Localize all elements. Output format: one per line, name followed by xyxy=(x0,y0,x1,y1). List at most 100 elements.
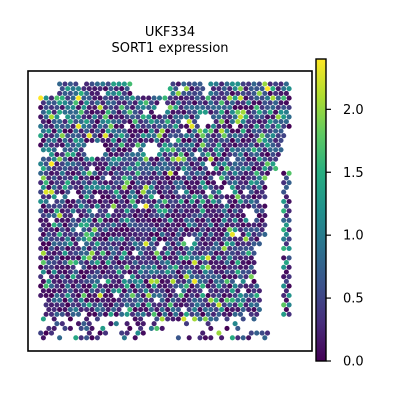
expression-spot xyxy=(256,128,262,134)
expression-spot xyxy=(102,264,109,270)
expression-spot xyxy=(54,264,60,270)
expression-spot xyxy=(202,203,208,209)
expression-spot xyxy=(129,283,136,289)
expression-spot xyxy=(159,156,165,162)
expression-spot xyxy=(237,217,244,223)
expression-spot xyxy=(246,194,252,200)
expression-spot xyxy=(167,236,173,242)
expression-spot xyxy=(237,208,244,214)
expression-spot xyxy=(97,114,103,120)
expression-spot xyxy=(232,142,238,148)
expression-spot xyxy=(281,302,287,308)
expression-spot xyxy=(167,161,173,167)
expression-spot xyxy=(221,217,227,223)
expression-spot xyxy=(94,175,100,181)
expression-spot xyxy=(121,119,127,125)
expression-spot xyxy=(278,128,284,134)
expression-spot xyxy=(135,321,141,327)
expression-spot xyxy=(51,137,57,143)
expression-spot xyxy=(248,114,254,120)
expression-spot xyxy=(178,255,184,261)
expression-spot xyxy=(189,198,195,205)
expression-spot xyxy=(73,288,79,294)
expression-spot xyxy=(162,302,168,308)
expression-spot xyxy=(113,189,119,195)
expression-spot xyxy=(186,307,192,313)
expression-spot xyxy=(40,175,46,181)
expression-spot xyxy=(51,241,57,247)
expression-spot xyxy=(67,81,73,87)
expression-spot xyxy=(216,86,222,92)
expression-spot xyxy=(162,189,168,195)
expression-spot xyxy=(197,100,203,106)
expression-spot xyxy=(94,109,100,115)
expression-spot xyxy=(140,264,146,270)
expression-spot xyxy=(208,231,214,237)
expression-spot xyxy=(183,255,190,261)
expression-spot xyxy=(111,269,117,275)
expression-spot xyxy=(243,133,249,139)
expression-spot xyxy=(159,260,165,266)
expression-spot xyxy=(194,227,200,233)
expression-spot xyxy=(51,260,57,266)
expression-spot xyxy=(208,335,214,341)
expression-spot xyxy=(86,283,92,289)
expression-spot xyxy=(200,133,206,139)
expression-spot xyxy=(86,161,92,167)
expression-spot xyxy=(108,198,114,205)
expression-spot xyxy=(81,133,87,139)
expression-spot xyxy=(210,198,217,205)
expression-spot xyxy=(227,198,233,205)
expression-spot xyxy=(127,278,133,284)
expression-spot xyxy=(229,175,235,181)
expression-spot xyxy=(248,133,254,139)
expression-spot xyxy=(248,283,254,289)
expression-spot xyxy=(70,95,76,101)
expression-spot xyxy=(48,151,55,158)
expression-spot xyxy=(81,170,87,176)
expression-spot xyxy=(181,175,187,181)
expression-spot xyxy=(154,203,160,209)
expression-spot xyxy=(197,260,203,266)
expression-spot xyxy=(175,307,181,313)
expression-spot xyxy=(78,100,84,106)
expression-spot xyxy=(162,123,168,129)
expression-spot xyxy=(246,335,252,341)
expression-spot xyxy=(148,297,154,303)
expression-spot xyxy=(67,147,73,153)
expression-spot xyxy=(89,269,95,275)
expression-spot xyxy=(251,100,257,106)
expression-spot xyxy=(62,166,68,172)
expression-spot xyxy=(181,213,187,219)
expression-spot xyxy=(197,137,203,143)
expression-spot xyxy=(270,161,276,167)
expression-spot xyxy=(92,245,98,252)
expression-spot xyxy=(262,194,268,200)
expression-spot xyxy=(62,325,68,331)
expression-spot xyxy=(167,114,173,120)
expression-spot xyxy=(127,194,133,200)
expression-spot xyxy=(43,330,49,336)
expression-spot xyxy=(111,222,117,228)
expression-spot xyxy=(202,156,208,162)
expression-spot xyxy=(286,217,292,223)
expression-spot xyxy=(229,194,235,200)
expression-spot xyxy=(240,222,246,228)
expression-spot xyxy=(183,321,190,327)
expression-spot xyxy=(170,260,176,266)
expression-spot xyxy=(264,123,271,129)
expression-spot xyxy=(43,189,49,195)
expression-spot xyxy=(205,227,211,233)
expression-spot xyxy=(173,198,179,205)
expression-spot xyxy=(208,203,214,209)
expression-spot xyxy=(256,213,262,219)
expression-spot xyxy=(210,114,217,120)
expression-spot xyxy=(256,231,262,237)
colorbar-tick-label: 1.0 xyxy=(343,229,364,244)
expression-spot xyxy=(140,151,146,158)
expression-spot xyxy=(192,297,198,303)
expression-spot xyxy=(186,137,192,143)
expression-spot xyxy=(237,245,244,252)
expression-spot xyxy=(92,227,98,233)
expression-spot xyxy=(229,269,235,275)
